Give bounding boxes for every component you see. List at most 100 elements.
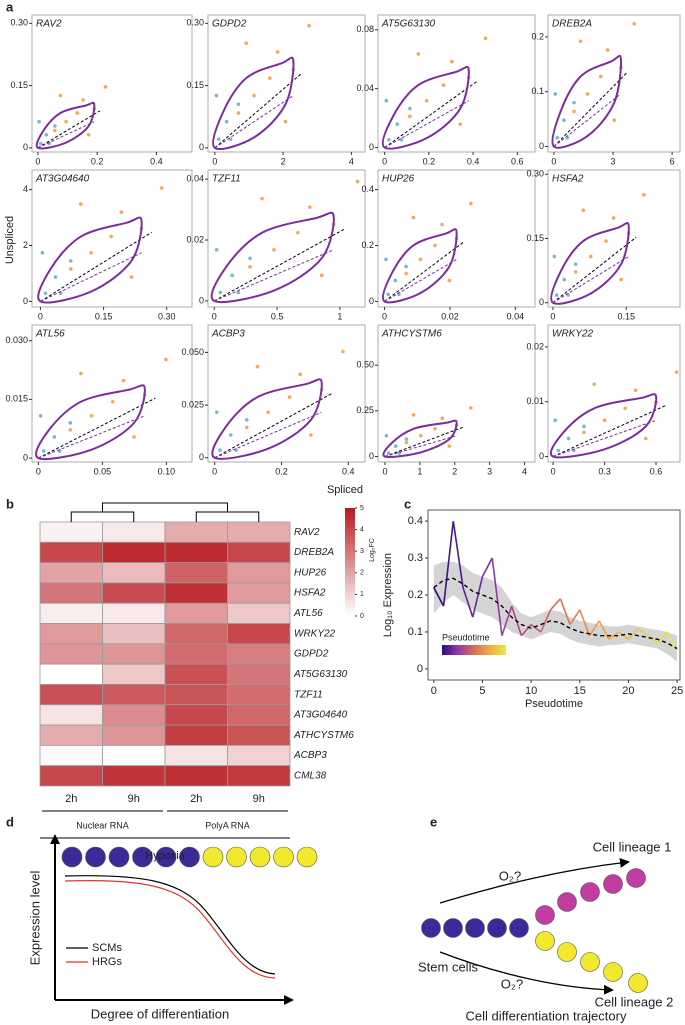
heat-cell <box>164 663 228 685</box>
y-axis-label: Log₁₀ Expression <box>382 553 394 637</box>
plot-frame <box>207 324 366 463</box>
point <box>588 254 593 259</box>
lineage-2-cell <box>580 952 600 972</box>
y-tick-label: 0.030 <box>5 335 28 345</box>
panel-label: c <box>404 496 411 511</box>
expression-segment <box>608 631 620 640</box>
point <box>458 122 463 126</box>
point <box>387 137 391 142</box>
y-tick-label: 0.08 <box>356 24 374 34</box>
point <box>404 437 409 441</box>
y-tick-label: 0 <box>369 451 374 461</box>
y-tick-label: 0 <box>23 142 28 152</box>
fit-line <box>214 73 302 149</box>
y-tick-label: 0.1 <box>531 86 544 96</box>
caption: Cell differentiation trajectory <box>466 1008 627 1023</box>
x-tick-label: 0 <box>38 311 43 321</box>
heat-cell <box>227 623 291 645</box>
point <box>433 243 437 248</box>
x-tick-label: 0.2 <box>275 466 288 476</box>
heat-cell <box>164 562 228 584</box>
y-tick-label: 0.015 <box>5 394 28 404</box>
x-tick-label: 1 <box>337 311 342 321</box>
row-label: TZF11 <box>294 689 323 700</box>
heat-cell <box>102 541 166 564</box>
point <box>440 222 444 227</box>
plot-frame <box>31 169 193 308</box>
point <box>260 196 264 201</box>
oxygen-label: O₂? <box>501 976 523 991</box>
x-tick-label: 20 <box>622 685 634 697</box>
point <box>399 137 404 142</box>
point <box>674 370 679 374</box>
y-tick-label: 4 <box>23 184 28 194</box>
heat-cell <box>102 663 166 685</box>
point <box>393 444 398 448</box>
point <box>228 433 233 437</box>
point <box>384 98 389 103</box>
point <box>581 208 585 213</box>
scatter-panel: 0 3 6 0 0.1 0.2 DREB2A <box>531 14 681 166</box>
heat-cell <box>164 643 228 665</box>
point <box>605 48 610 52</box>
y-tick-label: 0.2 <box>531 31 544 41</box>
chart-title: HSFA2 <box>552 174 584 185</box>
x-tick-label: 5 <box>479 685 485 697</box>
point <box>298 372 302 377</box>
heat-cell <box>227 744 291 767</box>
chart-title: RAV2 <box>36 19 62 30</box>
y-tick-label: 0 <box>539 297 544 307</box>
expression-segment <box>647 635 659 644</box>
point <box>553 92 558 96</box>
point <box>554 293 559 297</box>
expression-segment <box>657 631 668 644</box>
cell <box>61 846 83 868</box>
point <box>132 435 136 439</box>
chart-title: WRKY22 <box>552 329 594 340</box>
colorbar-tick-label: 1 <box>360 591 364 598</box>
stem-cell <box>509 918 529 938</box>
point <box>572 109 576 114</box>
scatter-panel: 0 2 4 0 0.15 0.30 GDPD2 <box>186 14 366 166</box>
chart-title: HUP26 <box>382 174 415 185</box>
expression-segment <box>501 605 513 636</box>
point <box>64 119 68 124</box>
point <box>272 247 276 252</box>
y-tick-label: 0 <box>539 451 544 461</box>
panel-label: e <box>430 814 437 829</box>
column-label: 9h <box>128 793 140 805</box>
arrow <box>439 857 630 904</box>
heat-cell <box>39 724 103 746</box>
lineage-1-label: Cell lineage 1 <box>593 839 672 854</box>
point <box>411 413 416 417</box>
heat-cell <box>164 684 228 706</box>
x-tick-label: 6 <box>670 156 675 166</box>
heat-cell <box>227 602 291 624</box>
point <box>642 193 646 197</box>
row-label: GDPD2 <box>294 649 329 660</box>
scatter-panel: 0 0.2 0.4 0 0.025 0.050 ACBP3 <box>181 324 366 476</box>
colorbar-tick-label: 5 <box>360 505 364 512</box>
plot-frame <box>207 169 366 308</box>
point <box>585 92 590 96</box>
point <box>411 215 416 220</box>
heat-cell <box>102 704 166 726</box>
x-tick-label: 0.6 <box>650 466 663 476</box>
point <box>214 93 219 98</box>
heat-cell <box>164 602 228 624</box>
plot-frame <box>377 169 536 308</box>
point <box>424 98 429 103</box>
plot-frame <box>547 14 681 153</box>
cell <box>202 846 224 868</box>
expression-segment <box>627 627 639 640</box>
y-axis-label: Expression level <box>27 871 42 966</box>
fit-line <box>214 392 333 459</box>
expression-segment <box>530 623 542 633</box>
y-tick-label: 0.15 <box>186 80 204 90</box>
point <box>244 425 249 430</box>
phase-loop <box>382 419 458 458</box>
point <box>393 278 398 283</box>
heat-cell <box>39 663 103 685</box>
phase-loop <box>381 228 458 304</box>
fit-line <box>384 426 464 457</box>
